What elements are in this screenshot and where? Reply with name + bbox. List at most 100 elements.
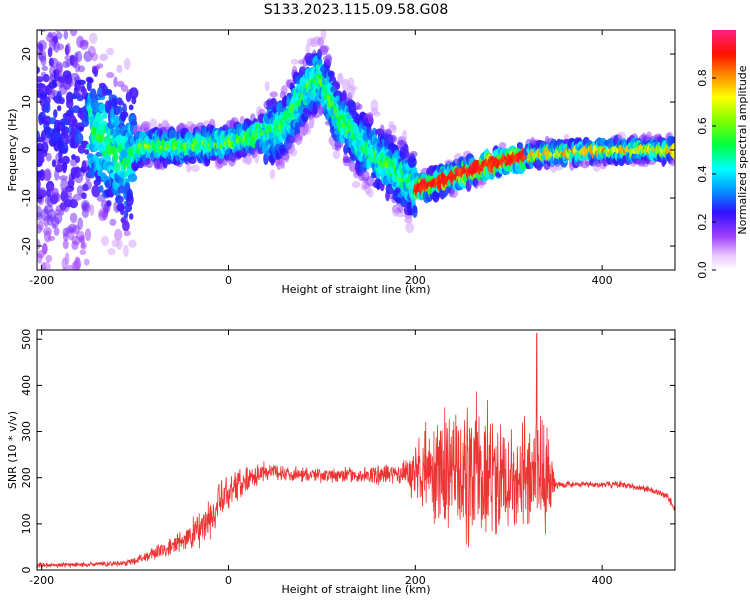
spectrogram-cell: [71, 3, 78, 10]
spectrogram-cell: [84, 228, 92, 242]
spectrogram-cell: [128, 104, 134, 111]
spectrogram-cell: [64, 18, 72, 26]
spectrogram-cell: [337, 72, 344, 85]
snr-frame: [36, 329, 676, 571]
spectrogram-cell: [48, 289, 54, 299]
x-tick-label: -200: [29, 574, 54, 587]
spectrogram-cell: [366, 176, 375, 187]
spectrogram-cell: [669, 159, 675, 167]
spectrogram-cell: [357, 103, 363, 110]
spectrogram-cell: [42, 137, 51, 144]
spectrogram-cell: [78, 12, 85, 17]
spectrogram-cell: [69, 30, 78, 37]
spectrogram-cell: [68, 22, 73, 29]
spectrogram-cell: [351, 181, 361, 189]
spectrogram-cell: [404, 217, 413, 224]
spectrogram-cell: [54, 30, 61, 33]
spectrogram-cell: [76, 288, 84, 295]
spectrogram-cell: [122, 103, 127, 114]
spectrogram-cell: [79, 39, 89, 47]
spectrogram-cell: [126, 188, 133, 202]
colorbar-tick-label: 0.6: [696, 117, 709, 135]
spectrogram-cell: [72, 20, 80, 28]
spectrogram-cell: [41, 141, 49, 154]
spectrogram-cell: [518, 142, 524, 150]
y-tick-label: 400: [20, 375, 33, 396]
spectrogram-cell: [269, 91, 278, 98]
spectrogram-cell: [42, 73, 50, 83]
spectrogram-cell: [72, 118, 78, 127]
spectrogram-cell: [294, 122, 300, 135]
spectrogram-cell: [405, 222, 415, 234]
spectrogram-cell: [47, 235, 56, 242]
spectrogram-cell: [39, 169, 46, 181]
spectrogram-cell: [76, 304, 84, 314]
colorbar: 0.0 0.2 0.4 0.6 0.8 Normalized spectral ampl…: [696, 30, 749, 279]
spectrogram-cell: [149, 118, 158, 130]
spectrogram-cell: [39, 18, 45, 26]
spectrogram-cell: [308, 115, 315, 129]
spectrogram-cell: [72, 193, 83, 201]
spectrogram-cell: [617, 131, 626, 140]
spectrogram-cell: [254, 151, 260, 164]
spectrogram-cell: [79, 8, 87, 17]
spectrogram-cell: [37, 155, 45, 164]
spectrogram-cell: [57, 43, 64, 51]
spectrogram-cell: [280, 85, 288, 96]
spectrogram-cell: [112, 115, 122, 122]
spectrogram-cell: [347, 77, 355, 89]
spectrogram-cell: [112, 152, 119, 162]
top-x-axis-label: Height of straight line (km): [281, 283, 430, 296]
colorbar-label: Normalized spectral amplitude: [736, 65, 749, 234]
spectrogram-cell: [77, 217, 84, 230]
spectrogram-cell: [43, 115, 52, 126]
y-tick-label: -20: [20, 237, 33, 255]
spectrogram-cell: [105, 89, 113, 96]
x-tick-label: 200: [405, 274, 426, 287]
spectrogram-cell: [68, 297, 77, 303]
spectrogram-cell: [123, 244, 129, 258]
spectrogram-cell: [111, 97, 118, 107]
spectrogram-cell: [122, 220, 130, 232]
spectrogram-cell: [269, 169, 276, 180]
spectrogram-cell: [123, 57, 131, 70]
y-tick-label: 100: [20, 513, 33, 534]
spectrogram-cell: [367, 188, 374, 198]
spectrogram-cell: [318, 103, 324, 117]
spectrogram-cell: [107, 248, 116, 256]
y-tick-label: 0: [20, 147, 33, 154]
colorbar-gradient: [712, 30, 736, 270]
spectrogram-cell: [145, 158, 154, 169]
spectrogram-cell: [388, 134, 398, 144]
spectrogram-cell: [299, 66, 306, 75]
spectrogram-cell: [83, 258, 90, 266]
top-y-axis-label: Frequency (Hz): [6, 109, 19, 192]
y-tick-label: 500: [20, 329, 33, 350]
spectrogram-cell: [121, 84, 129, 92]
spectrogram-cell: [373, 111, 381, 117]
spectrogram-panel: -200 0 200 400 20 10 0 -10 -20 Height of straigh…: [6, 3, 676, 318]
spectrogram-cell: [47, 308, 54, 318]
y-tick-label: 0: [20, 567, 33, 574]
spectrogram-cell: [37, 238, 41, 250]
spectrogram-cell: [90, 52, 99, 62]
spectrogram-cell: [85, 21, 93, 30]
bottom-y-axis-label: SNR (10 * v/v): [6, 411, 19, 489]
spectrogram-cell: [391, 124, 397, 134]
spectrogram-cell: [84, 270, 91, 280]
spectrogram-cell: [128, 239, 137, 248]
spectrogram-cell: [64, 252, 70, 266]
x-tick-label: 400: [592, 274, 613, 287]
spectrogram-cell: [69, 212, 78, 224]
spectrogram-cell: [316, 57, 323, 66]
spectrogram-cell: [46, 13, 52, 25]
spectrogram-cell: [43, 169, 52, 182]
spectrogram-cell: [84, 114, 90, 123]
spectrogram-cell: [114, 228, 123, 241]
spectrogram-cell: [70, 18, 76, 26]
spectrogram-cell: [89, 88, 97, 101]
spectrogram-cell: [106, 200, 112, 207]
spectrogram-cell: [190, 164, 200, 172]
